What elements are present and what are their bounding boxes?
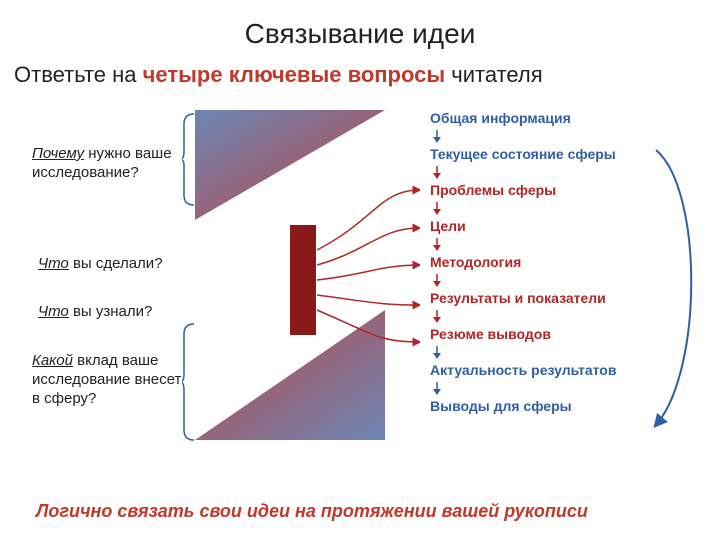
stages-list: Общая информация Текущее состояние сферы П… bbox=[430, 110, 700, 418]
stage-item-3: Цели bbox=[430, 218, 700, 234]
hourglass-svg bbox=[195, 110, 420, 440]
question-lead: Что bbox=[38, 303, 69, 320]
down-arrow-icon bbox=[430, 382, 700, 396]
down-arrow-icon bbox=[430, 346, 700, 360]
bracket-impact-icon bbox=[182, 322, 196, 442]
subtitle-post: читателя bbox=[445, 62, 543, 87]
stage-item-1: Текущее состояние сферы bbox=[430, 146, 700, 162]
stage-item-0: Общая информация bbox=[430, 110, 700, 126]
stage-item-4: Методология bbox=[430, 254, 700, 270]
footer-text: Логично связать свои идеи на протяжении … bbox=[36, 501, 684, 522]
slide-title: Связывание идеи bbox=[0, 18, 720, 50]
slide-root: Связывание идеи Ответьте на четыре ключе… bbox=[0, 0, 720, 540]
stage-item-2: Проблемы сферы bbox=[430, 182, 700, 198]
stage-item-7: Актуальность результатов bbox=[430, 362, 700, 378]
question-lead: Что bbox=[38, 255, 69, 272]
question-rest: вы узнали? bbox=[69, 303, 153, 320]
subtitle-highlight: четыре ключевые вопросы bbox=[143, 62, 446, 87]
question-lead: Какой bbox=[32, 352, 73, 369]
question-lead: Почему bbox=[32, 145, 84, 162]
question-2: Что вы узнали? bbox=[38, 303, 193, 322]
stage-item-5: Результаты и показатели bbox=[430, 290, 700, 306]
question-0: Почему нужно ваше исследование? bbox=[32, 145, 187, 183]
bracket-why-icon bbox=[182, 112, 196, 207]
subtitle-pre: Ответьте на bbox=[14, 62, 143, 87]
down-arrow-icon bbox=[430, 310, 700, 324]
down-arrow-icon bbox=[430, 274, 700, 288]
down-arrow-icon bbox=[430, 202, 700, 216]
question-1: Что вы сделали? bbox=[38, 255, 193, 274]
stage-item-8: Выводы для сферы bbox=[430, 398, 700, 414]
stage-item-6: Резюме выводов bbox=[430, 326, 700, 342]
hourglass-diagram bbox=[195, 110, 420, 440]
slide-subtitle: Ответьте на четыре ключевые вопросы чита… bbox=[14, 62, 543, 88]
question-3: Какой вклад ваше исследование внесет в с… bbox=[32, 352, 187, 408]
down-arrow-icon bbox=[430, 130, 700, 144]
down-arrow-icon bbox=[430, 166, 700, 180]
question-rest: вы сделали? bbox=[69, 255, 163, 272]
down-arrow-icon bbox=[430, 238, 700, 252]
